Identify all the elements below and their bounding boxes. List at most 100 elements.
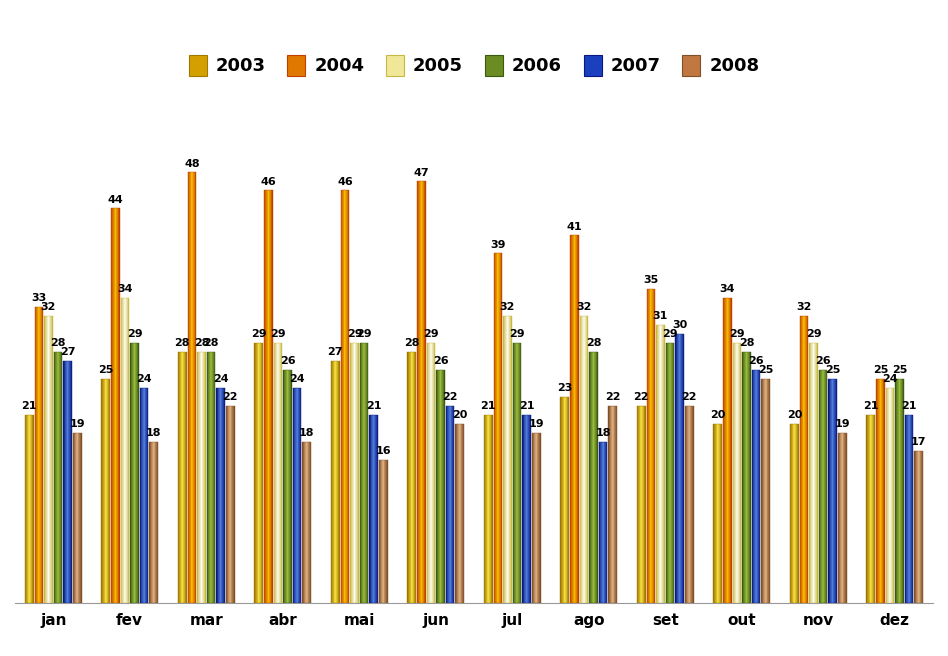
Bar — [589, 352, 598, 603]
Text: 39: 39 — [490, 239, 505, 249]
Text: 22: 22 — [605, 392, 620, 402]
Bar — [876, 379, 884, 603]
Bar — [665, 343, 674, 603]
Text: 25: 25 — [825, 365, 840, 375]
Text: 28: 28 — [193, 338, 210, 348]
Bar — [829, 379, 837, 603]
Text: 17: 17 — [911, 437, 926, 447]
Bar — [637, 405, 646, 603]
Bar — [101, 379, 110, 603]
Bar — [408, 352, 416, 603]
Text: 22: 22 — [223, 392, 238, 402]
Text: 28: 28 — [203, 338, 219, 348]
Bar — [379, 460, 388, 603]
Bar — [293, 388, 301, 603]
Text: 28: 28 — [50, 338, 65, 348]
Text: 31: 31 — [653, 312, 668, 321]
Bar — [178, 352, 187, 603]
Text: 25: 25 — [873, 365, 888, 375]
Bar — [340, 190, 349, 603]
Bar — [130, 343, 139, 603]
Bar — [675, 334, 684, 603]
Text: 19: 19 — [528, 419, 544, 429]
Bar — [64, 361, 72, 603]
Text: 41: 41 — [567, 222, 582, 232]
Legend: 2003, 2004, 2005, 2006, 2007, 2008: 2003, 2004, 2005, 2006, 2007, 2008 — [183, 49, 765, 81]
Text: 29: 29 — [127, 329, 142, 339]
Bar — [197, 352, 206, 603]
Text: 21: 21 — [481, 401, 496, 411]
Bar — [436, 370, 445, 603]
Text: 21: 21 — [366, 401, 381, 411]
Text: 29: 29 — [251, 329, 266, 339]
Text: 34: 34 — [118, 285, 133, 295]
Text: 21: 21 — [519, 401, 535, 411]
Bar — [809, 343, 818, 603]
Text: 23: 23 — [557, 383, 573, 393]
Text: 25: 25 — [892, 365, 907, 375]
Bar — [139, 388, 149, 603]
Text: 29: 29 — [356, 329, 372, 339]
Text: 20: 20 — [787, 410, 802, 420]
Text: 18: 18 — [595, 428, 611, 438]
Bar — [579, 316, 589, 603]
Text: 19: 19 — [834, 419, 850, 429]
Text: 28: 28 — [586, 338, 601, 348]
Bar — [149, 441, 158, 603]
Bar — [207, 352, 215, 603]
Bar — [331, 361, 339, 603]
Text: 24: 24 — [212, 374, 228, 384]
Text: 18: 18 — [299, 428, 315, 438]
Bar — [483, 415, 493, 603]
Text: 29: 29 — [729, 329, 745, 339]
Text: 32: 32 — [576, 302, 592, 312]
Bar — [54, 352, 63, 603]
Bar — [532, 432, 540, 603]
Bar — [799, 316, 809, 603]
Bar — [684, 405, 694, 603]
Text: 47: 47 — [413, 168, 429, 178]
Bar — [885, 388, 894, 603]
Text: 25: 25 — [99, 365, 114, 375]
Text: 29: 29 — [270, 329, 285, 339]
Text: 46: 46 — [337, 176, 353, 187]
Text: 29: 29 — [806, 329, 821, 339]
Text: 18: 18 — [146, 428, 161, 438]
Bar — [723, 298, 732, 603]
Bar — [302, 441, 311, 603]
Text: 34: 34 — [720, 285, 735, 295]
Text: 28: 28 — [738, 338, 755, 348]
Text: 26: 26 — [432, 356, 448, 366]
Bar — [647, 289, 655, 603]
Bar — [522, 415, 531, 603]
Text: 22: 22 — [443, 392, 458, 402]
Bar — [446, 405, 454, 603]
Text: 27: 27 — [60, 347, 75, 358]
Bar — [188, 173, 196, 603]
Text: 21: 21 — [902, 401, 917, 411]
Bar — [216, 388, 225, 603]
Bar — [570, 235, 579, 603]
Text: 26: 26 — [815, 356, 830, 366]
Text: 29: 29 — [509, 329, 525, 339]
Text: 27: 27 — [328, 347, 343, 358]
Bar — [34, 307, 44, 603]
Text: 26: 26 — [280, 356, 296, 366]
Bar — [427, 343, 435, 603]
Text: 35: 35 — [644, 276, 659, 285]
Bar — [359, 343, 369, 603]
Text: 44: 44 — [107, 195, 123, 205]
Text: 29: 29 — [423, 329, 439, 339]
Bar — [819, 370, 828, 603]
Bar — [226, 405, 234, 603]
Text: 46: 46 — [261, 176, 276, 187]
Bar — [714, 424, 722, 603]
Bar — [733, 343, 741, 603]
Bar — [73, 432, 82, 603]
Text: 28: 28 — [174, 338, 191, 348]
Bar — [274, 343, 283, 603]
Bar — [904, 415, 914, 603]
Text: 32: 32 — [796, 302, 811, 312]
Bar — [494, 253, 502, 603]
Text: 16: 16 — [375, 446, 391, 456]
